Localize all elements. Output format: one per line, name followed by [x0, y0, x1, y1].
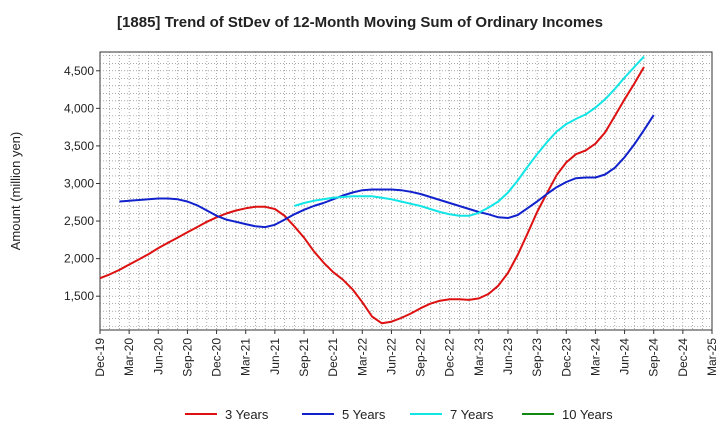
x-tick-label: Dec-22	[443, 338, 457, 377]
y-tick-label: 4,500	[64, 64, 94, 78]
x-tick-label: Dec-21	[326, 338, 340, 377]
series-line-7-years	[294, 55, 645, 217]
x-tick-label: Jun-23	[501, 338, 515, 375]
y-tick-label: 3,000	[64, 176, 94, 190]
legend-label: 5 Years	[342, 407, 386, 422]
x-tick-label: Jun-21	[268, 338, 282, 375]
series-line-3-years	[99, 66, 645, 325]
x-tick-label: Sep-21	[297, 338, 311, 377]
y-tick-label: 3,500	[64, 139, 94, 153]
series-line-5-years	[119, 114, 655, 229]
legend-label: 3 Years	[225, 407, 269, 422]
x-tick-label: Sep-22	[414, 338, 428, 377]
x-tick-label: Dec-23	[559, 338, 573, 377]
x-tick-label: Mar-25	[705, 338, 719, 376]
x-tick-label: Dec-24	[676, 338, 690, 377]
x-tick-label: Jun-20	[151, 338, 165, 375]
y-axis-label: Amount (million yen)	[8, 132, 23, 251]
x-tick-label: Mar-24	[588, 338, 602, 376]
x-tick-label: Dec-20	[210, 338, 224, 377]
y-tick-label: 2,500	[64, 214, 94, 228]
y-tick-label: 4,000	[64, 101, 94, 115]
legend-label: 10 Years	[562, 407, 613, 422]
x-tick-label: Jun-22	[384, 338, 398, 375]
x-tick-label: Mar-20	[122, 338, 136, 376]
x-tick-label: Mar-21	[239, 338, 253, 376]
x-tick-label: Mar-23	[472, 338, 486, 376]
y-tick-label: 1,500	[64, 289, 94, 303]
chart-title: [1885] Trend of StDev of 12-Month Moving…	[117, 14, 603, 31]
x-tick-label: Sep-20	[180, 338, 194, 377]
x-tick-label: Jun-24	[618, 338, 632, 375]
x-tick-label: Mar-22	[355, 338, 369, 376]
x-tick-label: Sep-24	[647, 338, 661, 377]
y-tick-label: 2,000	[64, 252, 94, 266]
x-tick-label: Dec-19	[93, 338, 107, 377]
legend-label: 7 Years	[450, 407, 494, 422]
x-tick-label: Sep-23	[530, 338, 544, 377]
